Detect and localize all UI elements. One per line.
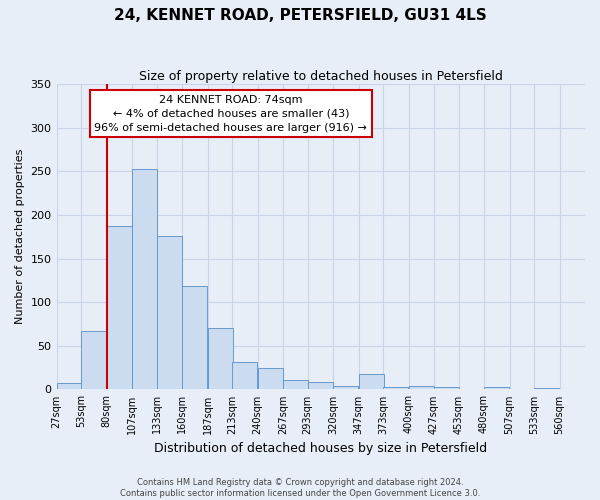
X-axis label: Distribution of detached houses by size in Petersfield: Distribution of detached houses by size …: [154, 442, 487, 455]
Bar: [208, 328, 233, 390]
Y-axis label: Number of detached properties: Number of detached properties: [15, 149, 25, 324]
Text: 24 KENNET ROAD: 74sqm
← 4% of detached houses are smaller (43)
96% of semi-detac: 24 KENNET ROAD: 74sqm ← 4% of detached h…: [94, 95, 367, 133]
Bar: [534, 388, 559, 390]
Bar: [308, 382, 333, 390]
Bar: [132, 169, 157, 390]
Bar: [257, 368, 283, 390]
Text: 24, KENNET ROAD, PETERSFIELD, GU31 4LS: 24, KENNET ROAD, PETERSFIELD, GU31 4LS: [113, 8, 487, 22]
Bar: [434, 387, 460, 390]
Bar: [383, 387, 409, 390]
Bar: [283, 380, 308, 390]
Bar: [484, 387, 509, 390]
Bar: [232, 362, 257, 390]
Text: Contains HM Land Registry data © Crown copyright and database right 2024.
Contai: Contains HM Land Registry data © Crown c…: [120, 478, 480, 498]
Bar: [56, 384, 82, 390]
Bar: [182, 286, 208, 390]
Bar: [359, 374, 384, 390]
Title: Size of property relative to detached houses in Petersfield: Size of property relative to detached ho…: [139, 70, 503, 83]
Bar: [409, 386, 434, 390]
Bar: [333, 386, 358, 390]
Bar: [157, 236, 182, 390]
Bar: [81, 331, 106, 390]
Bar: [107, 226, 132, 390]
